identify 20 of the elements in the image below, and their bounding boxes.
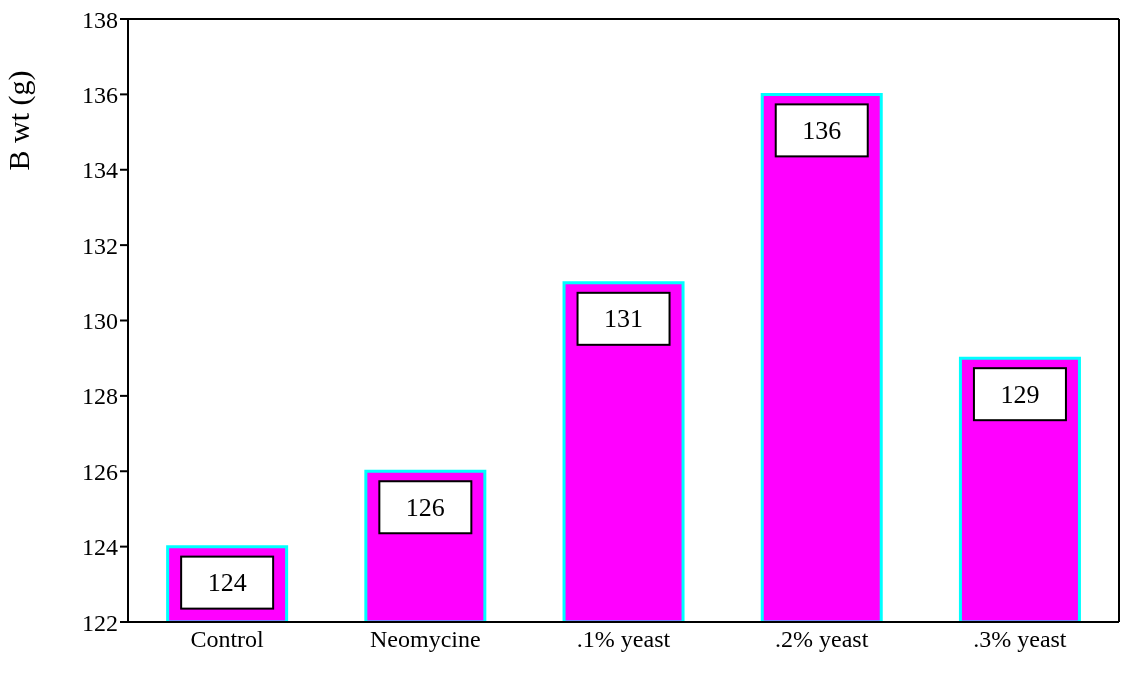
y-tick-label: 138	[82, 6, 118, 33]
data-label: 126	[405, 492, 445, 522]
x-tick-label: .2% yeast	[775, 626, 869, 653]
x-tick-label: Control	[190, 626, 265, 653]
data-label: 129	[1000, 379, 1040, 409]
y-tick-label: 136	[82, 81, 118, 108]
x-tick-label: Neomycine	[369, 626, 481, 653]
x-tick-label: .3% yeast	[973, 626, 1067, 653]
y-tick-label: 126	[82, 458, 118, 485]
y-tick-label: 124	[82, 534, 118, 561]
y-tick-label: 130	[82, 308, 118, 335]
data-label: 131	[604, 304, 644, 334]
x-tick-label: .1% yeast	[576, 626, 671, 653]
data-label: 136	[802, 115, 842, 145]
y-tick-label: 128	[82, 383, 118, 410]
y-tick-label: 132	[82, 232, 118, 259]
y-tick-label: 122	[82, 609, 118, 636]
y-axis-title: B wt (g)	[1, 70, 36, 171]
data-label: 124	[207, 568, 247, 598]
y-tick-label: 134	[82, 157, 118, 184]
